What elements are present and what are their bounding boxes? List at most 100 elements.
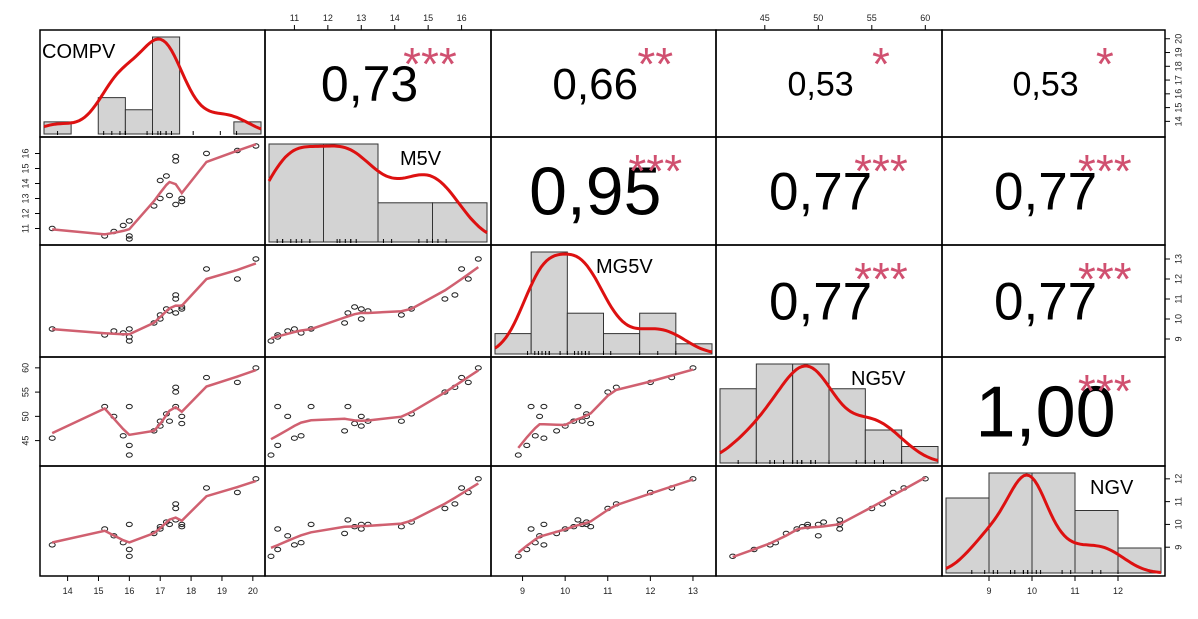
data-point <box>514 553 522 559</box>
data-point <box>156 177 164 184</box>
data-point <box>464 379 472 386</box>
data-point <box>172 292 180 298</box>
hist-bar <box>97 97 126 135</box>
data-point <box>274 526 282 532</box>
x-tick-label: 55 <box>867 13 877 23</box>
y-tick-label: 9 <box>1173 545 1183 550</box>
hist-bar <box>124 109 153 135</box>
panel-2-0 <box>39 244 266 358</box>
hist-bar <box>530 251 568 355</box>
data-point <box>125 326 133 332</box>
variable-label: MG5V <box>596 256 653 278</box>
data-point <box>267 338 275 344</box>
panel-2-2: MG5V <box>490 244 717 358</box>
y-tick-label: 50 <box>20 411 30 421</box>
panel-3-1 <box>264 356 492 467</box>
significance-stars: *** <box>1078 253 1132 305</box>
y-tick-label: 11 <box>1173 497 1183 506</box>
data-point <box>119 222 127 229</box>
data-point <box>341 320 349 326</box>
data-point <box>307 403 315 410</box>
correlation-value: 0,77 <box>769 273 872 332</box>
panel-4-4: NGV <box>941 465 1166 577</box>
significance-stars: *** <box>628 145 682 197</box>
data-point <box>284 533 292 539</box>
x-tick-label: 60 <box>920 13 930 23</box>
smoother-line <box>517 368 694 449</box>
data-point <box>178 420 186 427</box>
y-tick-label: 17 <box>1173 75 1183 85</box>
x-tick-label: 10 <box>560 586 570 596</box>
data-point <box>441 505 449 512</box>
x-tick-label: 14 <box>63 586 73 596</box>
data-point <box>125 218 133 224</box>
panel-4-0 <box>39 465 266 577</box>
data-point <box>351 420 359 427</box>
x-axis-top-NG5V: 45 50 55 60 <box>760 13 930 30</box>
y-tick-label: 10 <box>1173 314 1183 324</box>
data-point <box>458 266 466 272</box>
data-point <box>464 276 472 282</box>
x-tick-label: 20 <box>248 586 258 596</box>
data-point <box>125 452 133 458</box>
data-point <box>451 292 459 298</box>
panel-0-2: 0,66 ** <box>490 29 717 138</box>
smoother-line <box>270 369 479 441</box>
panel-3-0 <box>39 356 266 467</box>
data-point <box>267 452 275 458</box>
density-line <box>43 37 262 131</box>
smoother-line <box>52 143 257 236</box>
y-tick-label: 10 <box>1173 519 1183 529</box>
data-point <box>357 306 365 312</box>
data-point <box>125 233 133 239</box>
data-point <box>451 501 459 507</box>
significance-stars: *** <box>1078 365 1132 417</box>
hist-bar <box>1117 547 1162 574</box>
panel-0-4: 0,53 * <box>941 29 1166 138</box>
x-tick-label: 13 <box>356 13 366 23</box>
data-point <box>397 312 405 318</box>
data-point <box>125 338 133 344</box>
correlation-value: 1,00 <box>976 373 1116 453</box>
data-point <box>540 521 548 528</box>
y-tick-label: 14 <box>20 178 30 188</box>
correlation-value: 0,53 <box>787 65 853 103</box>
variable-label: NGV <box>1090 477 1134 499</box>
data-point <box>252 365 260 371</box>
x-tick-label: 50 <box>813 13 823 23</box>
data-point <box>162 173 170 179</box>
data-point <box>297 433 305 439</box>
data-point <box>178 198 186 205</box>
panel-3-4: 1,00*** <box>941 356 1166 467</box>
y-axis-right-NGV: 9 10 11 12 <box>1165 474 1183 550</box>
data-point <box>125 236 133 242</box>
data-point <box>172 201 180 208</box>
data-point <box>252 476 260 482</box>
data-point <box>441 389 449 395</box>
variable-label: COMPV <box>42 41 116 63</box>
y-tick-label: 14 <box>1173 116 1183 126</box>
data-point <box>172 158 180 164</box>
data-point <box>290 435 298 441</box>
y-tick-label: 19 <box>1173 47 1183 57</box>
x-tick-label: 12 <box>1113 586 1123 596</box>
y-tick-label: 15 <box>1173 103 1183 113</box>
data-point <box>574 517 582 523</box>
significance-stars: *** <box>854 145 908 197</box>
data-point <box>274 546 282 553</box>
data-point <box>203 374 210 381</box>
smoother-line <box>51 368 257 437</box>
data-point <box>836 526 844 532</box>
data-point <box>48 542 56 548</box>
x-tick-label: 19 <box>217 586 227 596</box>
data-point <box>48 435 56 441</box>
data-point <box>297 540 305 546</box>
significance-stars: * <box>872 38 890 90</box>
panel-border <box>264 356 492 467</box>
panel-1-0 <box>39 136 266 246</box>
data-point <box>531 433 539 439</box>
hist-bar <box>828 388 866 464</box>
data-point <box>233 489 241 496</box>
data-point <box>203 266 210 272</box>
y-axis-left-NG5V: 45 50 55 60 <box>20 363 40 446</box>
